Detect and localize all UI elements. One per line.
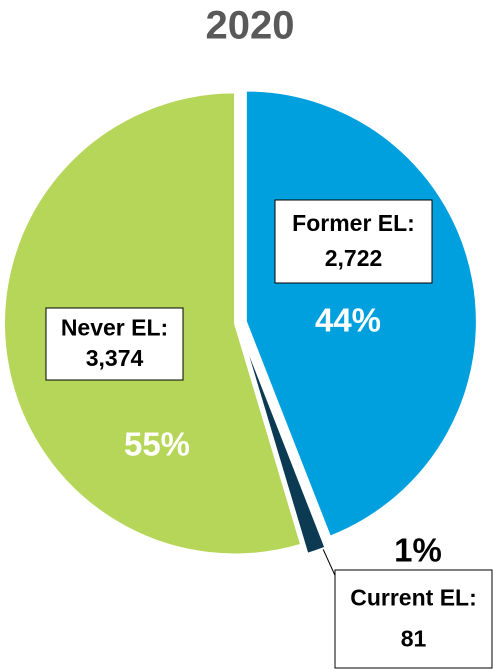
category-label: Current EL: bbox=[350, 584, 477, 610]
pie-slice bbox=[240, 332, 327, 556]
value-label: 3,374 bbox=[86, 345, 144, 371]
percent-label: 1% bbox=[394, 532, 442, 569]
category-label: Never EL: bbox=[61, 315, 168, 341]
value-label: 81 bbox=[401, 626, 427, 652]
label-box bbox=[334, 569, 493, 669]
label-box bbox=[45, 307, 184, 381]
percent-label: 55% bbox=[124, 426, 190, 463]
category-label: Former EL: bbox=[292, 210, 415, 236]
value-label: 2,722 bbox=[325, 245, 383, 271]
label-box bbox=[274, 199, 433, 284]
percent-label: 44% bbox=[315, 302, 381, 339]
chart-title: 2020 bbox=[206, 4, 295, 48]
